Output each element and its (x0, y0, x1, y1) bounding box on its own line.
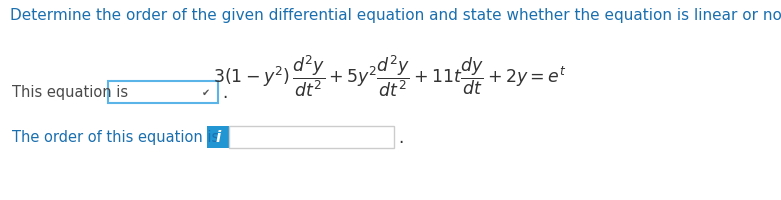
FancyBboxPatch shape (108, 82, 218, 103)
Text: $3(1 - y^2)\,\dfrac{d^2y}{dt^2} + 5y^2\dfrac{d^2y}{dt^2} + 11t\dfrac{dy}{dt} + 2: $3(1 - y^2)\,\dfrac{d^2y}{dt^2} + 5y^2\d… (213, 53, 567, 98)
Text: The order of this equation is: The order of this equation is (12, 130, 219, 145)
Text: .: . (398, 128, 403, 146)
Text: ✔: ✔ (202, 88, 210, 98)
Text: Determine the order of the given differential equation and state whether the equ: Determine the order of the given differe… (10, 8, 781, 23)
Text: i: i (216, 130, 220, 145)
Text: .: . (222, 84, 227, 101)
Text: This equation is: This equation is (12, 85, 128, 100)
FancyBboxPatch shape (229, 126, 394, 148)
FancyBboxPatch shape (207, 126, 229, 148)
